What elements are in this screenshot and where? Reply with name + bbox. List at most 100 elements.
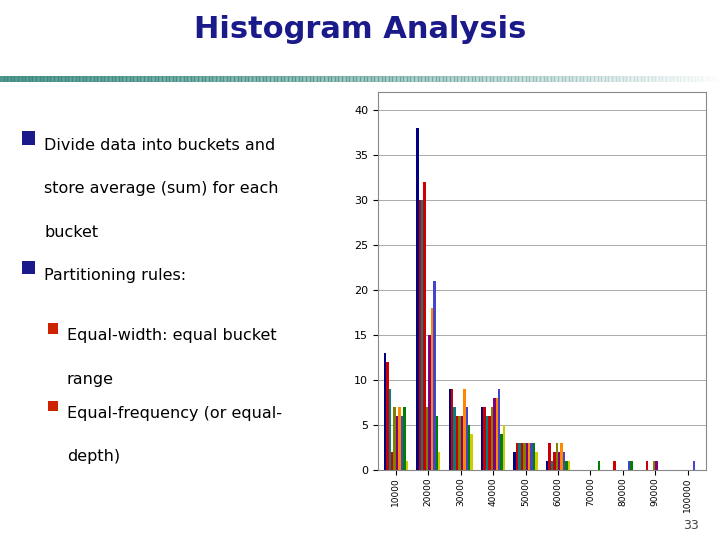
Bar — [317, 76, 320, 82]
Bar — [461, 76, 464, 82]
Bar — [299, 76, 302, 82]
Bar — [40, 76, 43, 82]
Bar — [691, 76, 695, 82]
Bar — [137, 76, 140, 82]
Bar — [378, 76, 382, 82]
Bar — [630, 461, 633, 470]
Bar — [79, 76, 83, 82]
Bar — [0, 76, 4, 82]
Bar — [431, 308, 433, 470]
Bar — [32, 76, 36, 82]
Bar — [29, 76, 32, 82]
Bar — [518, 76, 522, 82]
Bar — [475, 76, 479, 82]
Bar — [655, 461, 658, 470]
Bar — [320, 76, 324, 82]
Bar — [386, 362, 389, 470]
Bar — [439, 76, 443, 82]
Bar — [533, 76, 536, 82]
Bar — [50, 76, 54, 82]
Text: range: range — [67, 372, 114, 387]
Bar — [418, 200, 421, 470]
Bar — [511, 76, 515, 82]
Bar — [572, 76, 576, 82]
Bar — [634, 76, 637, 82]
Bar — [436, 76, 439, 82]
Bar — [7, 76, 11, 82]
Bar — [463, 389, 466, 470]
Bar — [598, 76, 601, 82]
Text: Equal-width: equal bucket: Equal-width: equal bucket — [67, 328, 276, 343]
Text: store average (sum) for each: store average (sum) for each — [45, 181, 279, 197]
Bar — [528, 443, 531, 470]
Bar — [423, 182, 426, 470]
Bar — [338, 76, 342, 82]
Bar — [526, 76, 529, 82]
Bar — [48, 323, 58, 334]
Bar — [391, 452, 393, 470]
Bar — [234, 76, 238, 82]
Bar — [72, 76, 76, 82]
Bar — [151, 76, 155, 82]
Bar — [4, 76, 7, 82]
Bar — [22, 261, 35, 274]
Bar — [428, 335, 431, 470]
Bar — [450, 76, 454, 82]
Bar — [166, 76, 169, 82]
Bar — [637, 76, 641, 82]
Bar — [481, 407, 483, 470]
Bar — [454, 76, 457, 82]
Bar — [449, 389, 451, 470]
Bar — [396, 76, 400, 82]
Bar — [393, 407, 396, 470]
Bar — [598, 461, 600, 470]
Bar — [11, 76, 14, 82]
Bar — [644, 76, 648, 82]
Bar — [493, 398, 495, 470]
Bar — [500, 76, 504, 82]
Bar — [535, 452, 538, 470]
Bar — [432, 76, 436, 82]
Bar — [472, 76, 475, 82]
Bar — [61, 76, 65, 82]
Bar — [421, 200, 423, 470]
Bar — [104, 76, 108, 82]
Bar — [119, 76, 122, 82]
Bar — [500, 434, 503, 470]
Bar — [482, 76, 486, 82]
Bar — [405, 461, 408, 470]
Bar — [18, 76, 22, 82]
Bar — [94, 76, 97, 82]
Bar — [238, 76, 241, 82]
Bar — [498, 389, 500, 470]
Bar — [384, 353, 386, 470]
Bar — [529, 76, 533, 82]
Bar — [547, 76, 551, 82]
Bar — [407, 76, 410, 82]
Bar — [43, 76, 47, 82]
Bar — [25, 76, 29, 82]
Bar — [328, 76, 331, 82]
Bar — [90, 76, 94, 82]
Bar — [713, 76, 716, 82]
Bar — [466, 407, 468, 470]
Bar — [515, 76, 518, 82]
Bar — [513, 452, 516, 470]
Bar — [418, 76, 421, 82]
Text: depth): depth) — [67, 449, 120, 464]
Bar — [173, 76, 176, 82]
Bar — [400, 76, 403, 82]
Bar — [684, 76, 688, 82]
Bar — [331, 76, 335, 82]
Bar — [688, 76, 691, 82]
Bar — [313, 76, 317, 82]
Bar — [346, 76, 349, 82]
Bar — [560, 443, 563, 470]
Bar — [587, 76, 590, 82]
Bar — [230, 76, 234, 82]
Bar — [551, 461, 553, 470]
Bar — [310, 76, 313, 82]
Bar — [716, 76, 720, 82]
Bar — [86, 76, 90, 82]
Bar — [605, 76, 608, 82]
